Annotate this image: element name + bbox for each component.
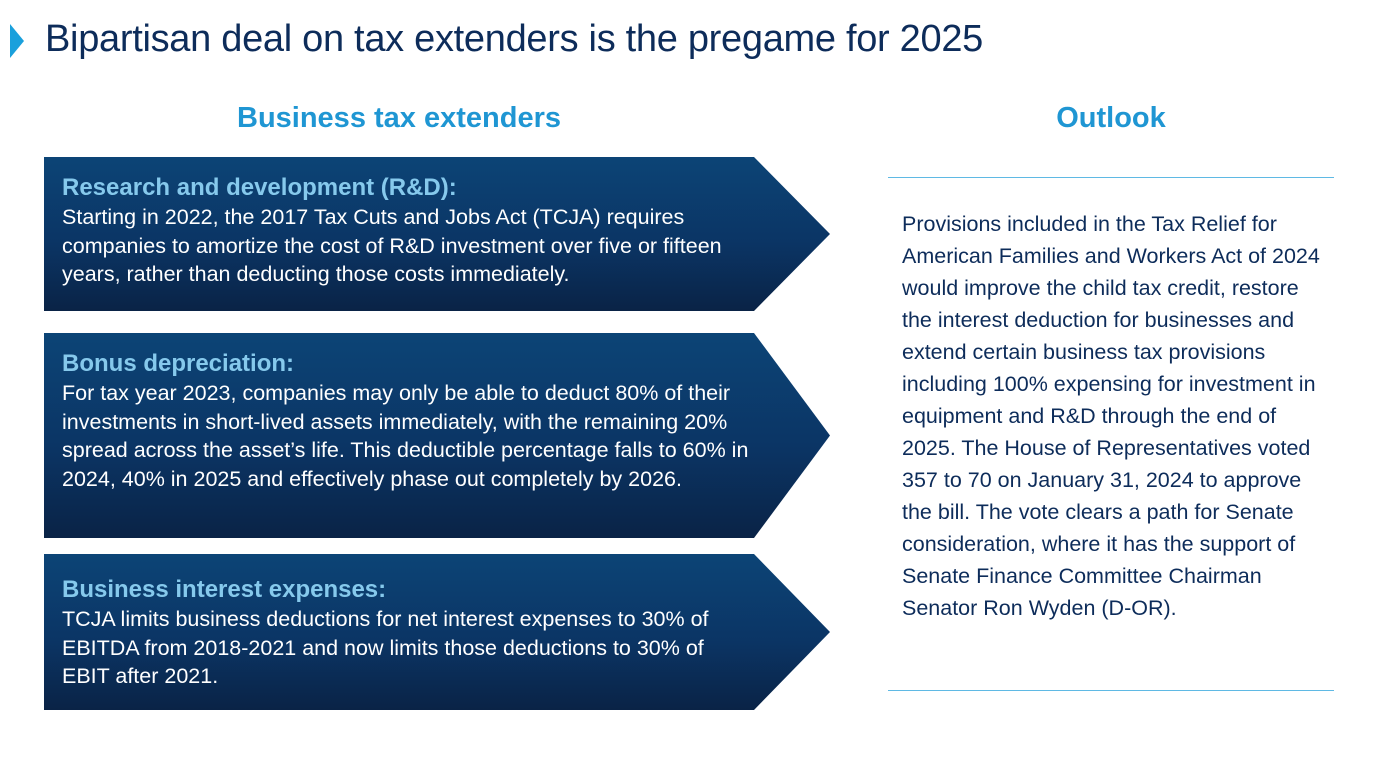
title-marker-icon — [10, 24, 24, 58]
rd-text: Starting in 2022, the 2017 Tax Cuts and … — [62, 205, 722, 286]
outlook-top-divider — [888, 177, 1334, 178]
business-interest-title: Business interest expenses: — [62, 576, 387, 603]
bonus-depreciation-arrow-panel: Bonus depreciation: For tax year 2023, c… — [44, 333, 830, 538]
business-interest-arrow-panel: Business interest expenses: TCJA limits … — [44, 554, 830, 710]
outlook-text: Provisions included in the Tax Relief fo… — [902, 212, 1320, 620]
business-interest-text: TCJA limits business deductions for net … — [62, 607, 709, 688]
outlook-heading: Outlook — [1056, 102, 1166, 134]
bonus-depreciation-text: For tax year 2023, companies may only be… — [62, 381, 749, 491]
business-tax-extenders-heading: Business tax extenders — [237, 102, 561, 134]
rd-arrow-panel: Research and development (R&D): Starting… — [44, 157, 830, 311]
bonus-depreciation-title: Bonus depreciation: — [62, 350, 295, 377]
outlook-bottom-divider — [888, 690, 1334, 691]
page-title: Bipartisan deal on tax extenders is the … — [45, 18, 984, 60]
rd-title: Research and development (R&D): — [62, 174, 457, 201]
